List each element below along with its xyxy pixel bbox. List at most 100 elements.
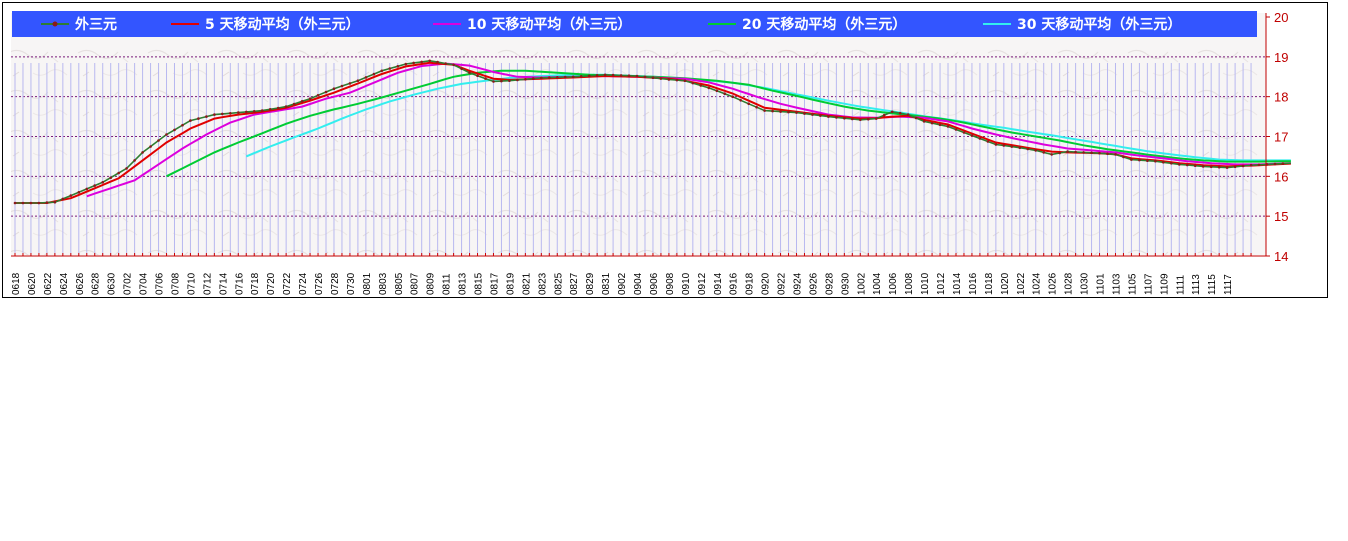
x-tick-label: 0803 bbox=[378, 272, 389, 295]
data-point bbox=[803, 112, 806, 115]
x-tick-label: 1002 bbox=[856, 272, 867, 295]
data-point bbox=[874, 117, 878, 120]
x-tick-label: 1008 bbox=[904, 272, 915, 295]
x-tick-label: 0702 bbox=[123, 272, 134, 295]
data-point bbox=[954, 128, 958, 131]
x-tick-label: 0912 bbox=[697, 272, 708, 295]
data-point bbox=[1281, 162, 1285, 165]
x-tick-label: 0728 bbox=[330, 272, 341, 295]
data-point bbox=[1186, 163, 1189, 167]
data-point bbox=[659, 77, 663, 80]
data-point bbox=[1241, 164, 1245, 168]
data-point bbox=[986, 140, 990, 143]
data-point bbox=[755, 105, 758, 109]
data-point bbox=[1114, 153, 1117, 156]
data-point bbox=[348, 82, 352, 85]
data-point bbox=[101, 181, 104, 184]
data-point bbox=[890, 110, 894, 114]
x-tick-label: 0708 bbox=[170, 272, 181, 295]
x-tick-label: 0712 bbox=[202, 272, 213, 295]
line-chart: 外三元 5 天移动平均（外三元） 10 天移动平均（外三元） 20 天移动平均（外三元… bbox=[11, 10, 1291, 295]
x-tick-label: 0722 bbox=[282, 272, 293, 295]
data-point bbox=[1193, 164, 1197, 167]
data-point bbox=[1233, 165, 1237, 169]
data-point bbox=[835, 116, 838, 119]
data-point bbox=[579, 75, 583, 78]
data-point bbox=[500, 79, 503, 83]
data-point bbox=[452, 63, 455, 67]
data-point bbox=[970, 134, 974, 137]
data-point bbox=[779, 110, 782, 113]
data-point bbox=[372, 72, 376, 76]
x-tick-label: 0726 bbox=[314, 272, 325, 295]
data-point bbox=[332, 87, 336, 90]
x-tick-label: 0811 bbox=[442, 273, 453, 295]
data-point bbox=[978, 137, 982, 140]
x-tick-label: 0805 bbox=[394, 272, 405, 295]
data-point bbox=[739, 99, 742, 102]
x-tick-label: 0809 bbox=[426, 272, 437, 295]
data-point bbox=[1146, 159, 1149, 162]
x-tick-label: 0724 bbox=[298, 272, 309, 295]
data-point bbox=[1122, 155, 1125, 159]
data-point bbox=[133, 159, 136, 162]
data-point bbox=[587, 74, 591, 78]
data-point bbox=[819, 114, 822, 117]
data-point bbox=[109, 176, 112, 179]
data-point bbox=[914, 116, 918, 120]
data-point bbox=[1209, 165, 1213, 169]
data-point bbox=[603, 73, 607, 77]
data-point bbox=[1058, 151, 1061, 155]
data-point bbox=[444, 62, 447, 65]
x-tick-label: 1020 bbox=[1000, 272, 1011, 295]
data-point bbox=[827, 115, 830, 118]
x-tick-label: 0906 bbox=[649, 272, 660, 295]
x-tick-label: 0628 bbox=[91, 272, 102, 295]
x-tick-label: 0817 bbox=[489, 272, 500, 295]
data-point bbox=[1217, 165, 1221, 169]
x-tick-label: 0815 bbox=[474, 272, 485, 295]
data-point bbox=[340, 84, 344, 88]
data-point bbox=[205, 115, 208, 118]
x-tick-label: 0930 bbox=[840, 272, 851, 295]
x-tick-label: 0622 bbox=[43, 272, 54, 295]
data-point bbox=[1090, 151, 1093, 155]
x-tick-labels: 0618 0620 0622 0624 0626 0628 0630 0702 0704 0706… bbox=[11, 272, 1234, 295]
data-point bbox=[843, 116, 846, 120]
data-point bbox=[245, 110, 248, 114]
x-tick-label: 0821 bbox=[521, 272, 532, 295]
data-point bbox=[13, 201, 17, 205]
x-tick-label: 1105 bbox=[1127, 273, 1138, 295]
data-point bbox=[667, 78, 671, 81]
chart-frame: 外三元 5 天移动平均（外三元） 10 天移动平均（外三元） 20 天移动平均（外三元… bbox=[2, 2, 1328, 298]
data-point bbox=[1066, 150, 1069, 153]
data-point bbox=[468, 71, 471, 75]
x-tick-label: 0922 bbox=[777, 272, 788, 295]
data-point bbox=[157, 139, 160, 142]
series-line bbox=[86, 62, 1291, 198]
legend: 外三元 5 天移动平均（外三元） 10 天移动平均（外三元） 20 天移动平均（外三元… bbox=[41, 16, 1181, 33]
x-tick-label: 1010 bbox=[920, 272, 931, 295]
data-point bbox=[595, 74, 599, 77]
legend-label: 30 天移动平均（外三元） bbox=[1017, 16, 1181, 33]
data-point bbox=[1106, 152, 1109, 156]
data-point bbox=[181, 123, 184, 127]
data-point bbox=[141, 151, 144, 154]
data-point bbox=[396, 65, 400, 68]
data-point bbox=[380, 69, 384, 73]
legend-label: 10 天移动平均（外三元） bbox=[467, 16, 631, 33]
data-point bbox=[308, 97, 312, 100]
data-point bbox=[276, 106, 280, 110]
data-point bbox=[1273, 162, 1277, 166]
x-tick-label: 0710 bbox=[186, 272, 197, 295]
data-point bbox=[77, 191, 81, 194]
y-tick-label: 14 bbox=[1274, 249, 1288, 264]
data-point bbox=[1098, 151, 1101, 155]
x-tick-label: 0914 bbox=[713, 272, 724, 295]
x-tick-label: 1111 bbox=[1175, 275, 1186, 295]
data-point bbox=[476, 74, 479, 77]
x-tick-label: 1016 bbox=[968, 272, 979, 295]
x-tick-label: 1026 bbox=[1048, 272, 1059, 295]
data-point bbox=[1170, 162, 1173, 165]
x-tick-label: 1028 bbox=[1064, 272, 1075, 295]
